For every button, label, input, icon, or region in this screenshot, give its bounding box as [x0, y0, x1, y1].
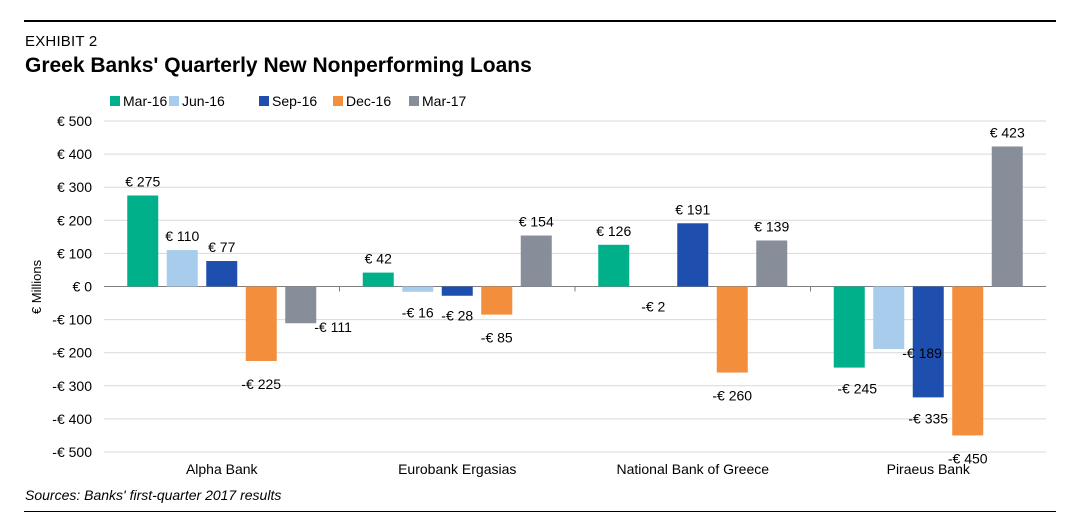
legend-label-sep-16: Sep-16	[272, 93, 317, 109]
gridlines	[104, 120, 1046, 453]
bar-eurobank-ergasias-mar-17	[520, 235, 552, 287]
legend-swatch-jun-16	[169, 96, 179, 106]
data-label-piraeus-bank-jun-16: -€ 189	[902, 345, 942, 361]
data-label-piraeus-bank-mar-17: € 423	[990, 124, 1025, 140]
chart-title: Greek Banks' Quarterly New Nonperforming…	[25, 54, 532, 77]
exhibit-label: EXHIBIT 2	[25, 33, 98, 50]
data-label-national-bank-of-greece-mar-17: € 139	[754, 218, 789, 234]
y-tick-label: -€ 400	[52, 411, 92, 427]
category-labels: Alpha Bank Eurobank Ergasias National Bank…	[186, 461, 971, 477]
bar-eurobank-ergasias-dec-16	[481, 286, 513, 315]
bar-piraeus-bank-mar-16	[833, 286, 865, 368]
data-label-eurobank-ergasias-dec-16: -€ 85	[481, 330, 513, 346]
bar-piraeus-bank-dec-16	[952, 286, 984, 436]
data-label-eurobank-ergasias-mar-17: € 154	[519, 214, 554, 230]
y-axis-ticks: € 500 € 400 € 300 € 200 € 100 € 0 -€ 100 -€ 200…	[52, 113, 92, 460]
bar-eurobank-ergasias-mar-16	[362, 272, 394, 287]
data-label-alpha-bank-dec-16: -€ 225	[241, 376, 281, 392]
category-label-eurobank-ergasias: Eurobank Ergasias	[398, 461, 516, 477]
legend-label-mar-17: Mar-17	[422, 93, 467, 109]
category-label-piraeus-bank: Piraeus Bank	[887, 461, 971, 477]
legend-label-jun-16: Jun-16	[182, 93, 225, 109]
data-label-alpha-bank-jun-16: € 110	[165, 228, 199, 244]
data-label-piraeus-bank-dec-16: -€ 450	[948, 450, 988, 466]
bar-national-bank-of-greece-mar-17	[756, 240, 788, 287]
category-label-national-bank-of-greece: National Bank of Greece	[616, 461, 769, 477]
data-label-national-bank-of-greece-sep-16: € 191	[675, 201, 710, 217]
bar-national-bank-of-greece-sep-16	[677, 223, 709, 287]
legend: Mar-16 Jun-16 Sep-16 Dec-16 Mar-17	[110, 93, 467, 109]
data-label-alpha-bank-mar-16: € 275	[125, 173, 160, 189]
data-label-piraeus-bank-sep-16: -€ 335	[908, 410, 948, 426]
data-label-alpha-bank-mar-17: -€ 111	[314, 319, 352, 335]
y-tick-label: -€ 200	[52, 345, 92, 361]
legend-swatch-mar-16	[110, 96, 120, 106]
legend-label-mar-16: Mar-16	[123, 93, 168, 109]
bar-eurobank-ergasias-jun-16	[402, 286, 434, 292]
bar-alpha-bank-sep-16	[206, 261, 238, 287]
data-label-national-bank-of-greece-dec-16: -€ 260	[712, 388, 752, 404]
source-note: Sources: Banks' first-quarter 2017 resul…	[25, 487, 282, 503]
data-labels: € 275 € 110 € 77 -€ 225 -€ 111 € 42 -€ 16 -€ 28…	[125, 124, 1025, 466]
bar-alpha-bank-dec-16	[245, 286, 277, 361]
data-label-piraeus-bank-mar-16: -€ 245	[837, 381, 877, 397]
y-tick-label: € 300	[57, 179, 92, 195]
data-label-alpha-bank-sep-16: € 77	[208, 239, 235, 255]
y-tick-label: € 100	[57, 245, 92, 261]
bottom-rule	[24, 511, 1056, 512]
data-label-eurobank-ergasias-sep-16: -€ 28	[441, 308, 473, 324]
bar-piraeus-bank-sep-16	[912, 286, 944, 398]
legend-swatch-mar-17	[409, 96, 419, 106]
y-tick-label: € 500	[57, 113, 92, 129]
legend-label-dec-16: Dec-16	[346, 93, 391, 109]
bar-eurobank-ergasias-sep-16	[441, 286, 473, 296]
category-label-alpha-bank: Alpha Bank	[186, 461, 259, 477]
bar-piraeus-bank-jun-16	[873, 286, 905, 350]
data-label-national-bank-of-greece-mar-16: € 126	[596, 223, 631, 239]
legend-swatch-sep-16	[259, 96, 269, 106]
y-tick-label: € 400	[57, 146, 92, 162]
y-tick-label: € 0	[73, 279, 93, 295]
bar-piraeus-bank-mar-17	[991, 146, 1023, 287]
y-axis-label: € Millions	[29, 259, 44, 314]
bar-alpha-bank-jun-16	[166, 250, 198, 287]
legend-swatch-dec-16	[333, 96, 343, 106]
y-tick-label: -€ 500	[52, 444, 92, 460]
data-label-eurobank-ergasias-jun-16: -€ 16	[402, 305, 434, 321]
annotation-label: -€ 2	[641, 299, 665, 315]
bars	[127, 146, 1023, 436]
bar-national-bank-of-greece-dec-16	[716, 286, 748, 373]
y-tick-label: € 200	[57, 212, 92, 228]
bar-alpha-bank-mar-17	[285, 286, 317, 324]
y-tick-label: -€ 300	[52, 378, 92, 394]
y-tick-label: -€ 100	[52, 312, 92, 328]
data-label-eurobank-ergasias-mar-16: € 42	[365, 251, 392, 267]
top-rule	[24, 20, 1056, 22]
bar-national-bank-of-greece-mar-16	[598, 244, 630, 287]
bar-alpha-bank-mar-16	[127, 195, 159, 287]
